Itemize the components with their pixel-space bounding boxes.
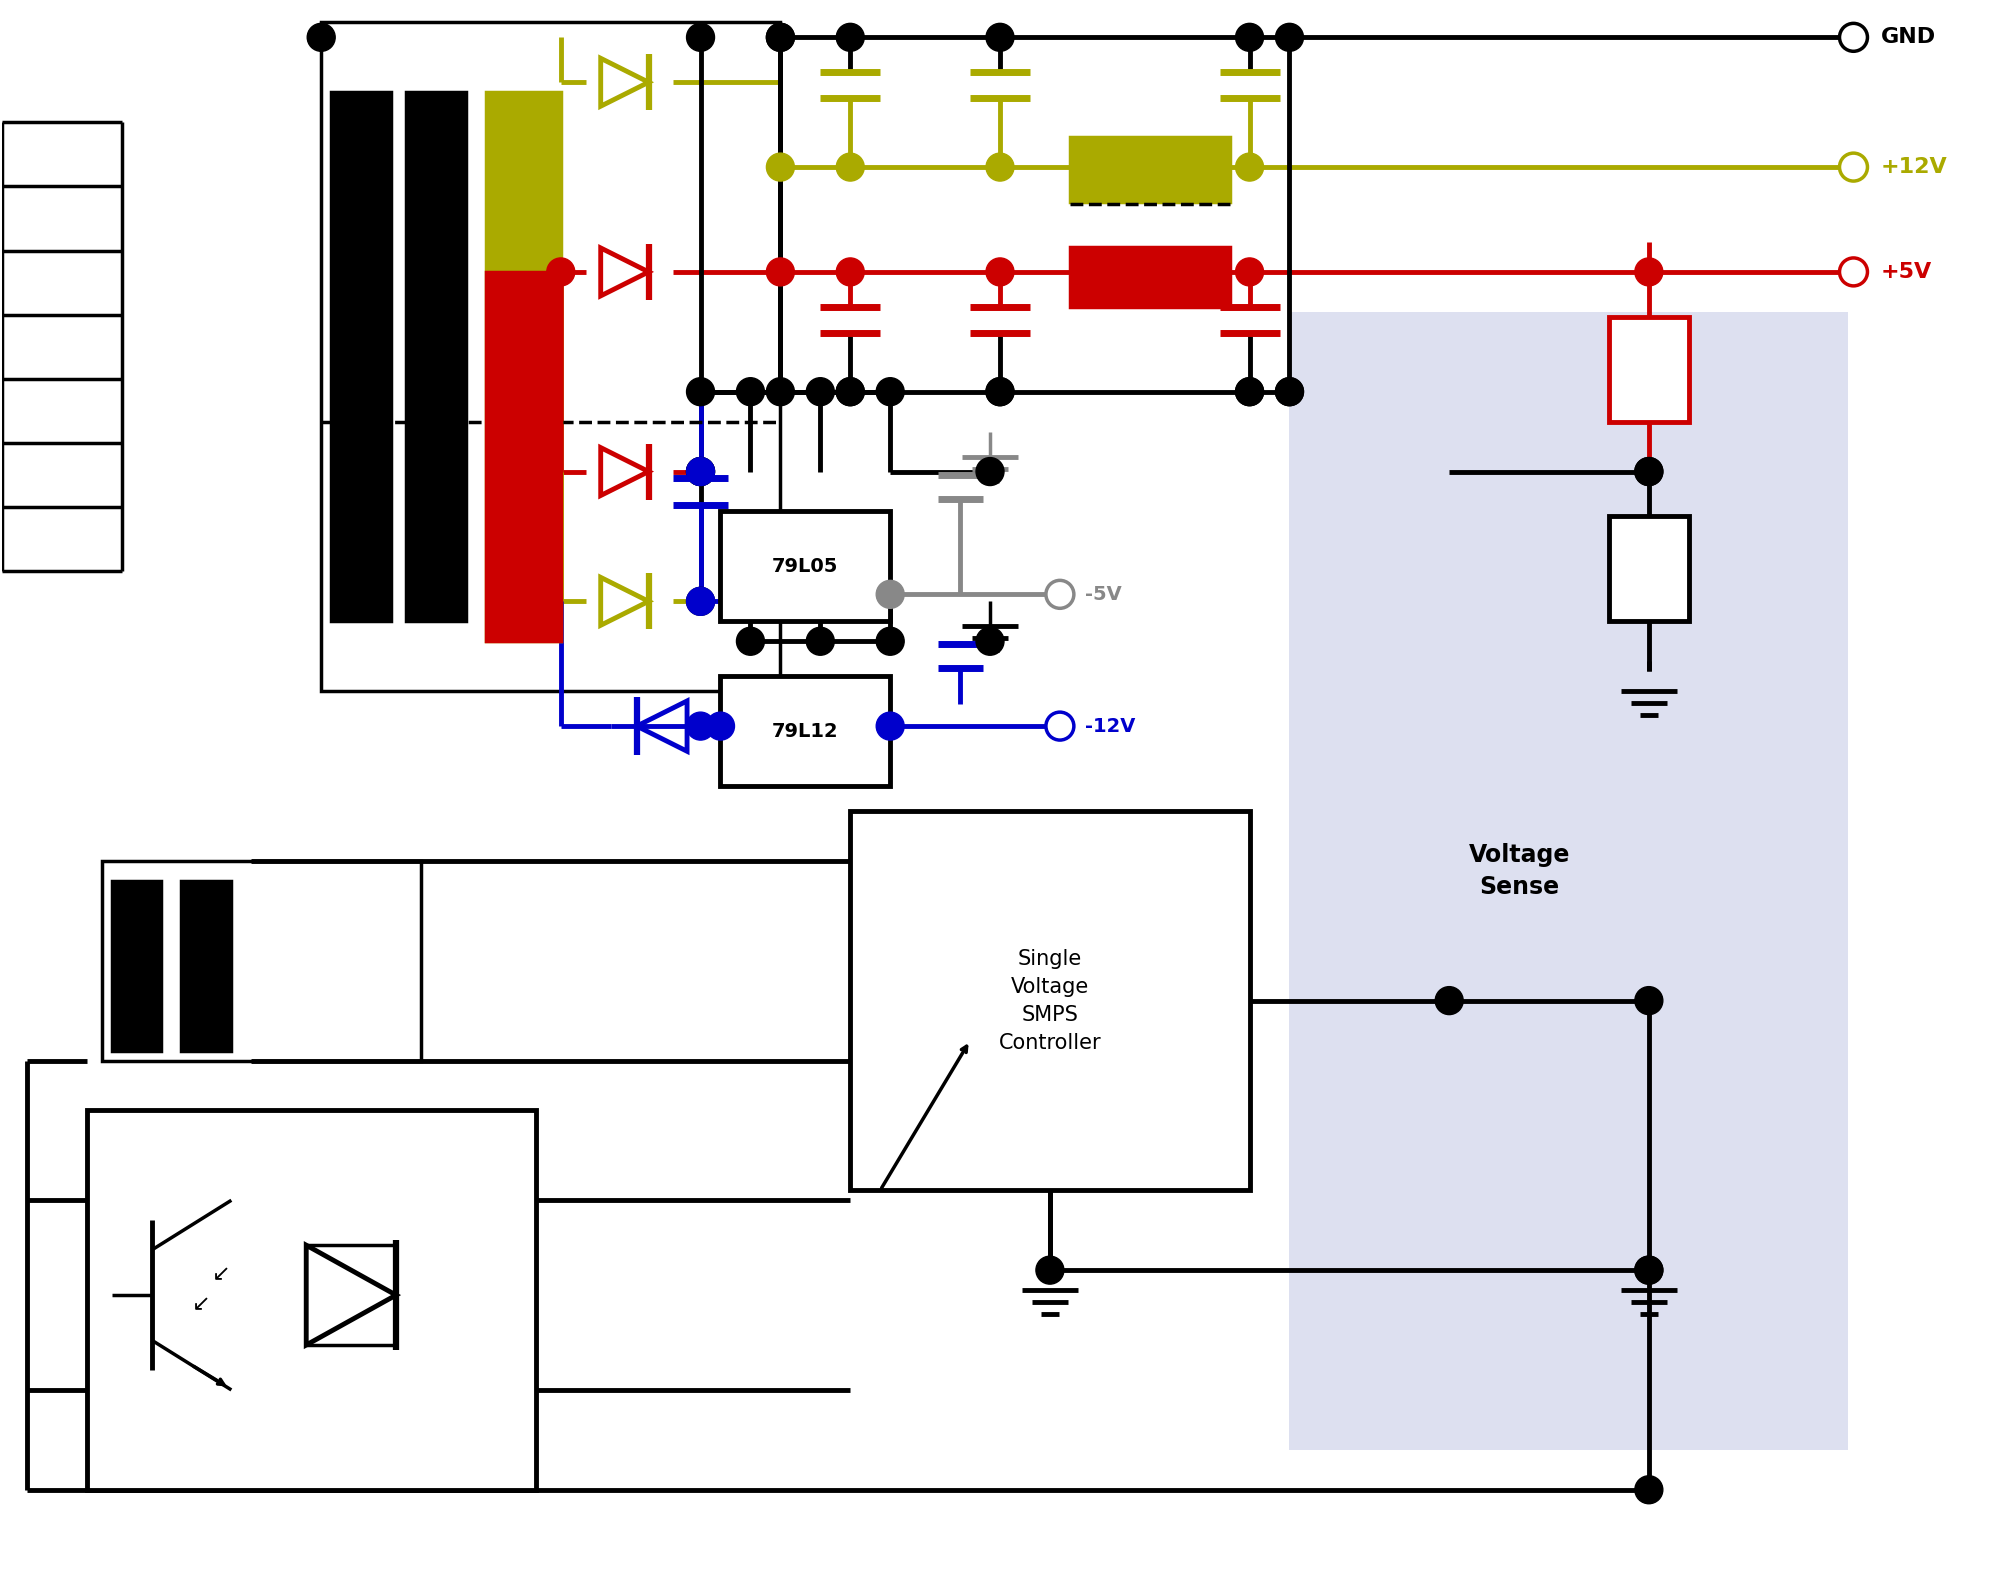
Text: GND: GND bbox=[1880, 27, 1936, 47]
Bar bbox=[406, 93, 466, 621]
Circle shape bbox=[686, 588, 714, 616]
Bar bbox=[1070, 137, 1230, 203]
Circle shape bbox=[1634, 258, 1662, 286]
Circle shape bbox=[686, 457, 714, 485]
Bar bbox=[720, 512, 890, 621]
Bar bbox=[1608, 517, 1688, 621]
Circle shape bbox=[1634, 1257, 1662, 1284]
Circle shape bbox=[736, 627, 764, 655]
Circle shape bbox=[766, 24, 794, 52]
Circle shape bbox=[686, 24, 714, 52]
Circle shape bbox=[1236, 377, 1264, 405]
Circle shape bbox=[706, 712, 734, 740]
Circle shape bbox=[1840, 152, 1868, 181]
Circle shape bbox=[308, 24, 336, 52]
Bar bbox=[1608, 317, 1688, 421]
Circle shape bbox=[986, 152, 1014, 181]
Circle shape bbox=[876, 712, 904, 740]
Circle shape bbox=[1236, 258, 1264, 286]
Circle shape bbox=[806, 627, 834, 655]
Circle shape bbox=[766, 152, 794, 181]
Circle shape bbox=[1236, 24, 1264, 52]
Circle shape bbox=[836, 377, 864, 405]
Bar bbox=[720, 676, 890, 786]
Circle shape bbox=[766, 258, 794, 286]
Circle shape bbox=[836, 377, 864, 405]
Text: ↙: ↙ bbox=[192, 1295, 210, 1313]
Text: Voltage
Sense: Voltage Sense bbox=[1468, 844, 1570, 899]
Circle shape bbox=[876, 627, 904, 655]
Circle shape bbox=[1276, 377, 1304, 405]
Text: +5V: +5V bbox=[1880, 262, 1932, 281]
Bar bbox=[486, 93, 560, 641]
Circle shape bbox=[1036, 1257, 1064, 1284]
Circle shape bbox=[686, 588, 714, 616]
Circle shape bbox=[1436, 987, 1464, 1015]
Circle shape bbox=[1840, 24, 1868, 52]
Circle shape bbox=[1634, 987, 1662, 1015]
Circle shape bbox=[1634, 1475, 1662, 1503]
Circle shape bbox=[1634, 1257, 1662, 1284]
Circle shape bbox=[686, 457, 714, 485]
Circle shape bbox=[736, 377, 764, 405]
Text: Single
Voltage
SMPS
Controller: Single Voltage SMPS Controller bbox=[998, 949, 1102, 1053]
Bar bbox=[850, 811, 1250, 1191]
Circle shape bbox=[836, 258, 864, 286]
Circle shape bbox=[986, 377, 1014, 405]
Circle shape bbox=[686, 377, 714, 405]
Circle shape bbox=[976, 627, 1004, 655]
Circle shape bbox=[836, 152, 864, 181]
Circle shape bbox=[686, 457, 714, 485]
Circle shape bbox=[766, 24, 794, 52]
Text: -5V: -5V bbox=[1084, 584, 1122, 603]
Circle shape bbox=[1634, 457, 1662, 485]
Circle shape bbox=[1276, 24, 1304, 52]
Bar bbox=[86, 1111, 536, 1489]
Circle shape bbox=[876, 377, 904, 405]
Text: 79L12: 79L12 bbox=[772, 721, 838, 740]
Text: ↙: ↙ bbox=[212, 1265, 230, 1284]
Circle shape bbox=[1840, 258, 1868, 286]
Circle shape bbox=[1236, 152, 1264, 181]
Text: 79L05: 79L05 bbox=[772, 556, 838, 577]
Circle shape bbox=[1634, 457, 1662, 485]
Bar bbox=[112, 881, 162, 1051]
Circle shape bbox=[806, 377, 834, 405]
Circle shape bbox=[766, 377, 794, 405]
Circle shape bbox=[976, 457, 1004, 485]
Bar bbox=[1290, 311, 1848, 1450]
Bar bbox=[1070, 247, 1230, 306]
Circle shape bbox=[876, 580, 904, 608]
Circle shape bbox=[1236, 377, 1264, 405]
Circle shape bbox=[836, 24, 864, 52]
Bar bbox=[322, 22, 780, 691]
Circle shape bbox=[986, 258, 1014, 286]
Bar bbox=[102, 861, 422, 1060]
Circle shape bbox=[686, 712, 714, 740]
Circle shape bbox=[1046, 712, 1074, 740]
Text: -12V: -12V bbox=[1084, 716, 1136, 735]
Circle shape bbox=[986, 24, 1014, 52]
Circle shape bbox=[986, 377, 1014, 405]
Circle shape bbox=[1046, 580, 1074, 608]
Text: +12V: +12V bbox=[1880, 157, 1948, 178]
Bar bbox=[182, 881, 232, 1051]
Circle shape bbox=[1276, 377, 1304, 405]
Circle shape bbox=[546, 258, 574, 286]
Bar bbox=[486, 272, 560, 641]
Bar bbox=[332, 93, 392, 621]
